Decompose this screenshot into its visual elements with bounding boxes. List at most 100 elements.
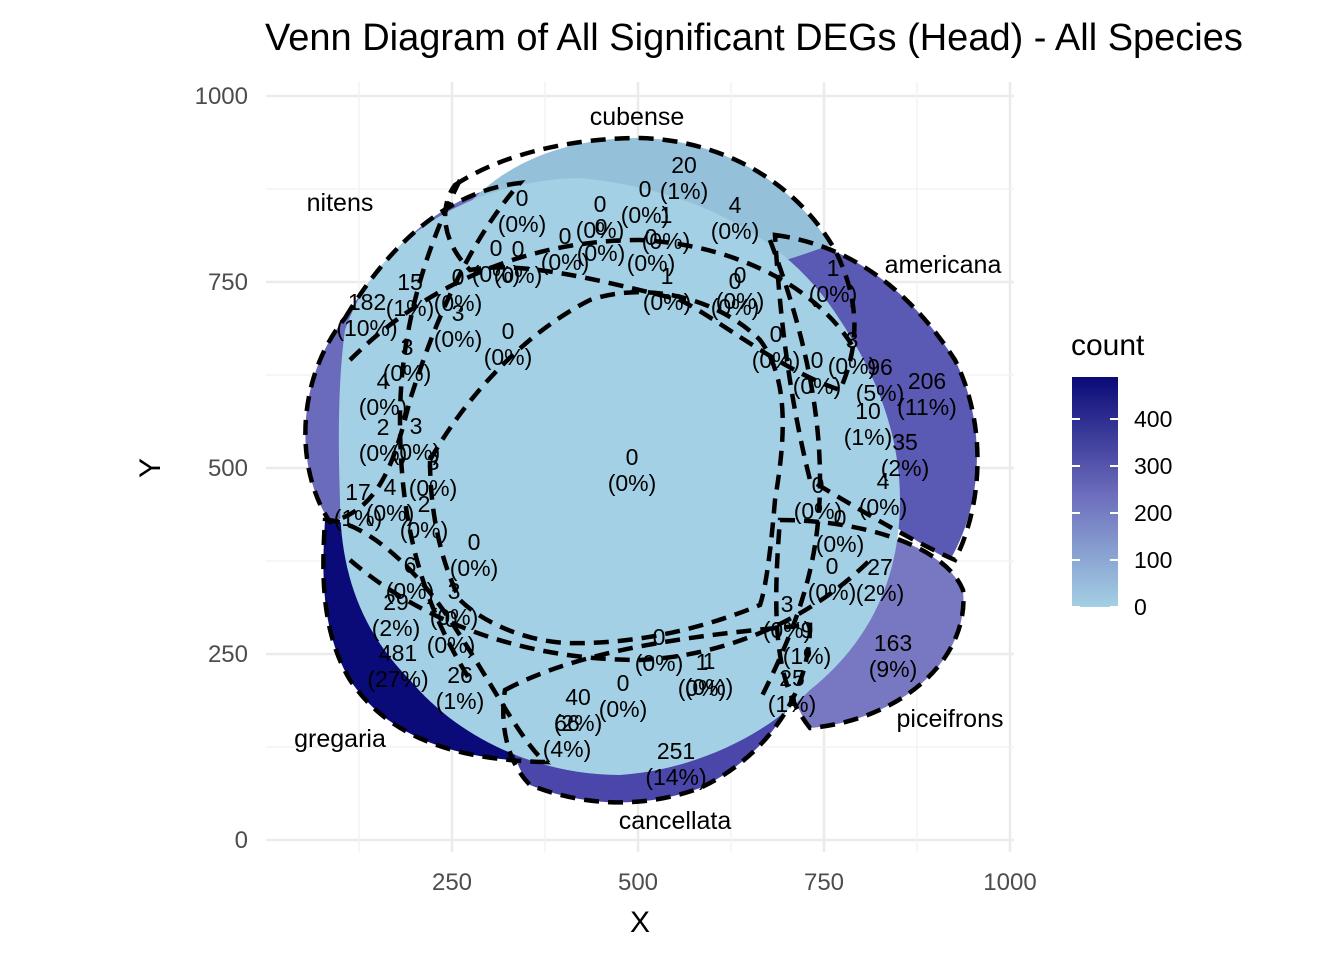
region-percent-label: (0%)	[678, 675, 727, 701]
legend-tick: 200	[1134, 500, 1172, 526]
region-percent-label: (0%)	[434, 326, 483, 352]
set-label: cancellata	[619, 807, 732, 835]
x-axis: 250 500 750 1000	[432, 869, 1037, 896]
y-tick: 0	[235, 827, 248, 854]
region-percent-label: (2%)	[372, 615, 421, 641]
region-count-label: 4	[384, 474, 397, 500]
region-count-label: 0	[595, 214, 608, 240]
region-count-label: 35	[892, 429, 918, 455]
legend-tick: 300	[1134, 453, 1172, 479]
set-label: americana	[885, 251, 1002, 279]
region-count-label: 0	[502, 318, 515, 344]
region-count-label: 27	[867, 554, 893, 580]
region-count-label: 0	[639, 176, 652, 202]
region-count-label: 0	[516, 185, 529, 211]
region-count-label: 0	[626, 444, 639, 470]
legend-tick: 100	[1134, 547, 1172, 573]
region-percent-label: (0%)	[434, 290, 483, 316]
set-label: gregaria	[294, 725, 386, 753]
legend-tick: 0	[1134, 594, 1147, 620]
region-percent-label: (0%)	[450, 555, 499, 581]
region-percent-label: (0%)	[359, 440, 408, 466]
region-percent-label: (0%)	[752, 347, 801, 373]
region-percent-label: (1%)	[660, 178, 709, 204]
region-count-label: 4	[377, 368, 390, 394]
region-count-label: 3	[452, 300, 465, 326]
y-axis-title: Y	[134, 458, 167, 478]
region-count-label: 1	[661, 263, 674, 289]
region-count-label: 0	[594, 191, 607, 217]
venn-sets	[305, 138, 977, 803]
region-count-label: 0	[559, 223, 572, 249]
region-percent-label: (0%)	[816, 531, 865, 557]
outline-band-lower	[348, 558, 872, 663]
region-count-label: 17	[345, 479, 371, 505]
region-percent-label: (0%)	[409, 475, 458, 501]
region-percent-label: (0%)	[808, 579, 857, 605]
region-percent-label: (9%)	[869, 656, 918, 682]
region-percent-label: (4%)	[543, 736, 592, 762]
legend-tick: 400	[1134, 406, 1172, 432]
region-count-label: 10	[855, 398, 881, 424]
region-count-label: 0	[653, 624, 666, 650]
region-percent-label: (0%)	[400, 517, 449, 543]
region-count-label: 0	[452, 264, 465, 290]
set-labels: cubense americana piceifrons cancellata …	[294, 103, 1003, 835]
region-percent-label: (0%)	[498, 211, 547, 237]
region-percent-label: (0%)	[392, 439, 441, 465]
region-percent-label: (11%)	[897, 394, 957, 420]
outline-band-upper	[348, 237, 857, 362]
x-tick: 250	[432, 869, 472, 896]
region-count-label: 481	[379, 640, 417, 666]
x-tick: 1000	[983, 869, 1036, 896]
region-count-label: 0	[490, 235, 503, 261]
region-percent-label: (0%)	[809, 281, 858, 307]
set-label: cubense	[590, 103, 685, 131]
region-count-label: 66	[554, 710, 580, 736]
region-percent-label: (0%)	[383, 360, 432, 386]
region-count-label: 20	[671, 152, 697, 178]
region-percent-label: (0%)	[621, 202, 670, 228]
region-count-label: 0	[445, 606, 458, 632]
outline-core	[427, 289, 785, 646]
region-count-label: 6	[404, 552, 417, 578]
outline-gregaria	[321, 517, 552, 765]
region-percent-label: (27%)	[367, 666, 428, 692]
outline-americana	[772, 232, 980, 563]
region-percent-label: (0%)	[541, 249, 590, 275]
region-percent-label: (0%)	[828, 353, 877, 379]
x-axis-title: X	[630, 906, 650, 939]
region-count-label: 26	[447, 662, 473, 688]
region-count-label: 40	[565, 684, 591, 710]
region-percent-label: (0%)	[430, 604, 479, 630]
region-count-label: 0	[770, 321, 783, 347]
region-count-label: 0	[468, 529, 481, 555]
region-percent-label: (0%)	[716, 288, 765, 314]
region-percent-label: (1%)	[844, 424, 893, 450]
region-percent-label: (0%)	[763, 617, 812, 643]
region-percent-label: (0%)	[577, 240, 626, 266]
set-label: nitens	[307, 189, 374, 217]
region-percent-label: (0%)	[472, 261, 521, 287]
region-percent-label: (1%)	[436, 688, 485, 714]
set-outlines	[303, 135, 980, 805]
region-count-label: 0	[812, 472, 825, 498]
region-percent-label: (0%)	[359, 394, 408, 420]
region-percent-label: (0%)	[635, 650, 684, 676]
region-count-label: 0	[734, 262, 747, 288]
region-percent-label: (0%)	[427, 632, 476, 658]
region-count-label: 2	[377, 414, 390, 440]
region-percent-label: (0%)	[484, 344, 533, 370]
region-count-label: 3	[448, 578, 461, 604]
region-percent-label: (0%)	[685, 674, 734, 700]
region-count-label: 0	[826, 553, 839, 579]
set-label: piceifrons	[897, 705, 1004, 733]
region-count-label: 15	[397, 269, 423, 295]
x-tick: 500	[618, 869, 658, 896]
region-percent-label: (0%)	[576, 217, 625, 243]
outline-cancellata	[501, 622, 813, 805]
y-tick: 1000	[195, 83, 248, 110]
region-percent-label: (1%)	[334, 505, 383, 531]
y-tick: 750	[208, 269, 248, 296]
